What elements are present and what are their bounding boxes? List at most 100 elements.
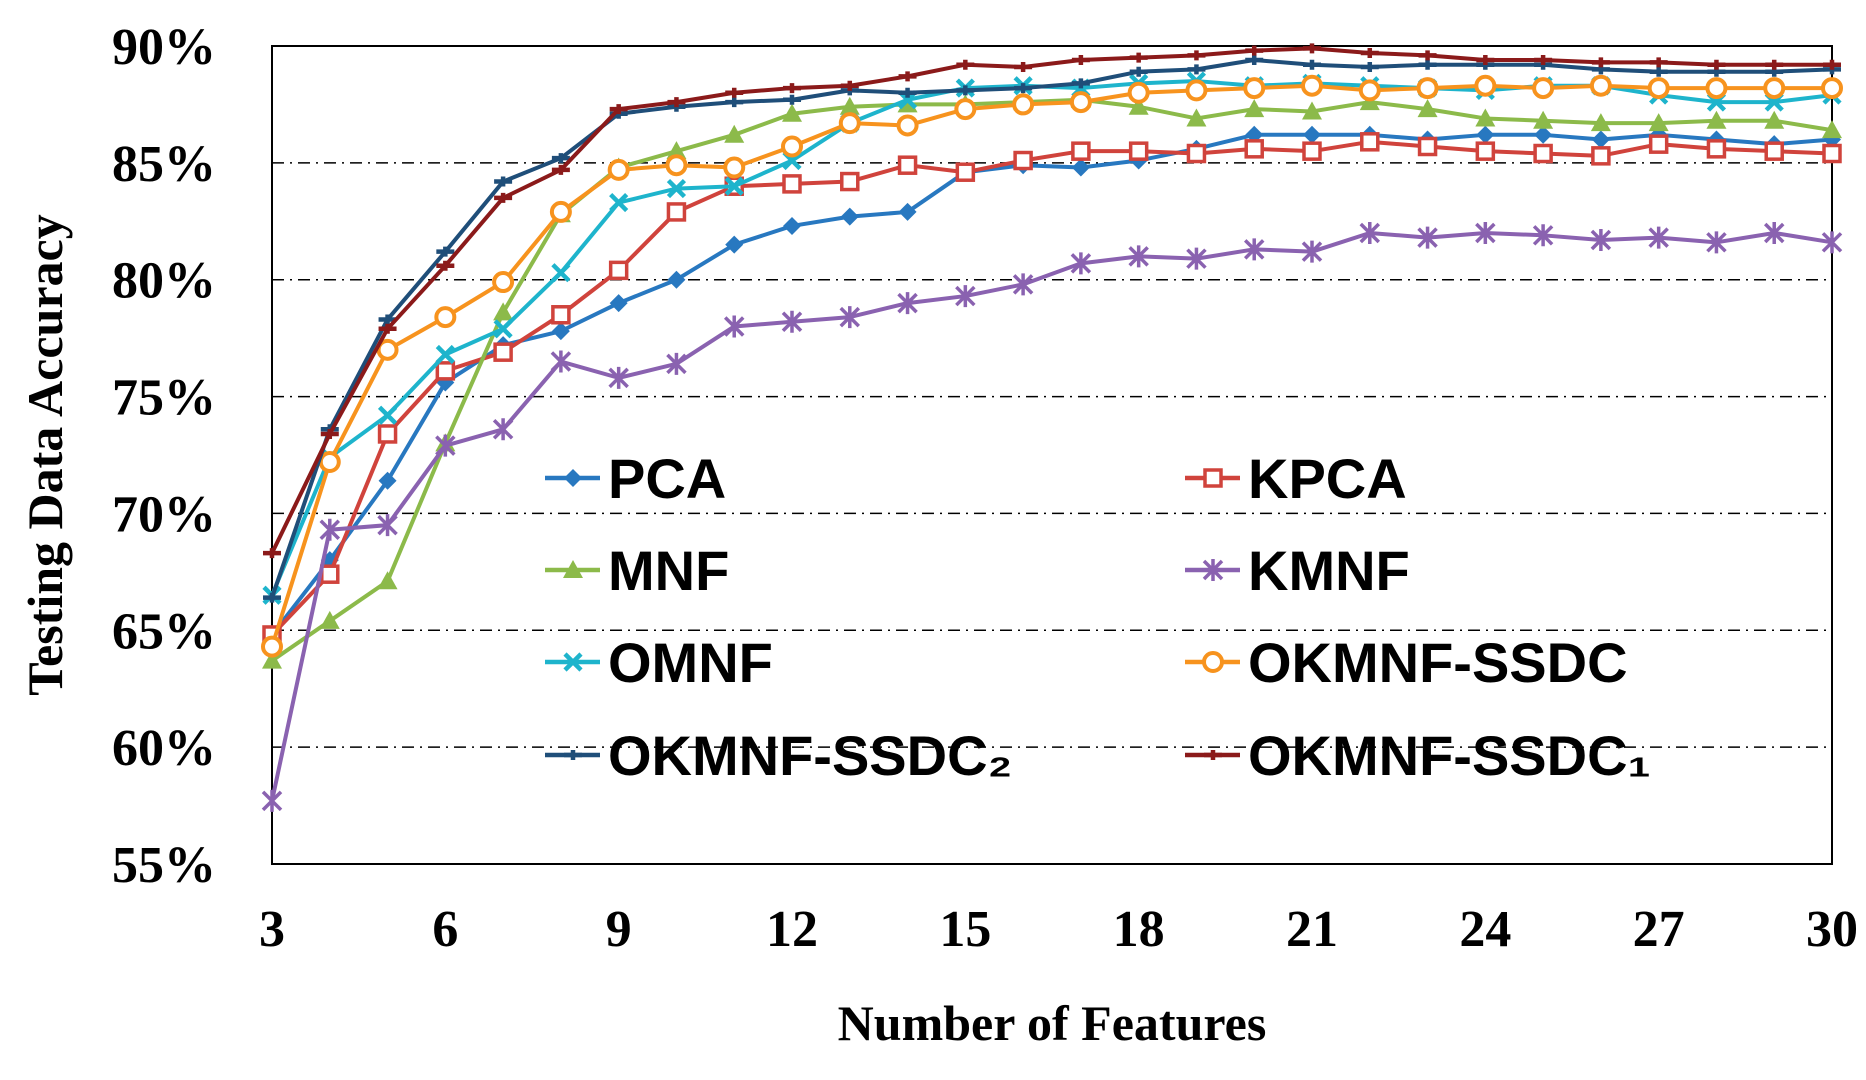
legend-swatch-marker <box>564 469 582 487</box>
legend-item: KPCA <box>1185 447 1407 510</box>
data-point <box>1071 78 1090 89</box>
data-point <box>1822 143 1842 164</box>
data-point <box>551 322 570 341</box>
data-point <box>1360 132 1380 152</box>
data-point <box>1128 245 1149 268</box>
data-point <box>1591 130 1610 149</box>
data-point <box>1071 158 1090 177</box>
x-tick-label: 21 <box>1286 901 1338 958</box>
data-point <box>1476 55 1495 66</box>
data-point <box>839 306 861 329</box>
legend-label: KMNF <box>1248 539 1410 602</box>
data-point <box>378 323 397 334</box>
data-point <box>551 305 571 325</box>
data-point <box>1303 43 1321 54</box>
data-point <box>783 83 801 94</box>
data-point <box>1418 59 1437 70</box>
data-point <box>1648 113 1669 132</box>
legend-item: KMNF <box>1185 539 1410 602</box>
data-point <box>783 216 801 235</box>
y-tick-label: 80% <box>112 253 216 310</box>
data-point <box>840 207 859 226</box>
data-point <box>263 548 281 559</box>
legend-item: OKMNF-SSDC <box>1185 631 1628 694</box>
data-point <box>898 71 917 82</box>
series-5 <box>261 74 1843 658</box>
y-axis-title: Testing Data Accuracy <box>17 214 73 695</box>
data-point <box>1417 226 1438 249</box>
data-point <box>724 176 744 196</box>
x-tick-label: 30 <box>1806 901 1858 958</box>
data-point <box>1128 141 1149 161</box>
data-point <box>1243 238 1265 261</box>
data-point <box>1475 221 1496 244</box>
legend-label: OKMNF-SSDC <box>1248 631 1628 694</box>
x-tick-label: 12 <box>766 901 818 958</box>
data-point <box>376 338 399 361</box>
legend-label: OKMNF-SSDC₂ <box>608 724 1012 787</box>
data-point <box>609 294 628 313</box>
x-tick-label: 9 <box>606 901 632 958</box>
data-point <box>377 514 398 537</box>
data-point <box>1706 110 1727 129</box>
legend-item: PCA <box>545 447 726 510</box>
series-line <box>270 97 1833 663</box>
data-point <box>551 153 570 164</box>
data-point <box>897 155 918 175</box>
series-1 <box>262 132 1842 645</box>
legend-label: KPCA <box>1248 447 1407 510</box>
data-point <box>1534 55 1553 66</box>
data-point <box>261 635 283 658</box>
data-point <box>261 789 283 812</box>
data-point <box>1012 93 1035 116</box>
data-point <box>667 270 686 289</box>
data-point <box>1647 77 1670 100</box>
data-point <box>1186 143 1207 164</box>
data-point <box>897 292 918 315</box>
y-tick-label: 70% <box>112 486 216 543</box>
data-point <box>667 97 686 108</box>
data-point <box>1185 79 1208 102</box>
data-point <box>1763 77 1786 100</box>
data-point <box>956 59 975 70</box>
legend-swatch-marker <box>1202 651 1224 673</box>
data-point <box>782 103 802 122</box>
data-point <box>896 114 919 137</box>
data-point <box>1706 139 1727 159</box>
x-axis-ticks: 3 6 9 12 15 18 21 24 27 30 <box>259 901 1858 958</box>
data-point <box>320 428 339 439</box>
series-3 <box>261 221 1843 812</box>
data-point <box>838 112 861 135</box>
data-point <box>665 154 688 177</box>
data-point <box>1475 108 1496 127</box>
data-point <box>725 97 744 108</box>
x-axis-title: Number of Features <box>838 995 1267 1051</box>
legend-swatch-marker <box>1202 559 1224 581</box>
data-point <box>492 418 514 441</box>
data-point <box>1014 62 1033 73</box>
legend-label: OKMNF-SSDC₁ <box>1248 724 1651 787</box>
data-point <box>1071 55 1090 66</box>
legend-item: OKMNF-SSDC₂ <box>545 724 1012 787</box>
data-point <box>1821 77 1843 100</box>
data-point <box>781 135 803 158</box>
y-tick-label: 85% <box>112 136 216 193</box>
data-point <box>550 350 572 373</box>
data-point <box>782 174 802 194</box>
data-point <box>1823 59 1841 70</box>
legend-swatch-marker <box>564 750 582 760</box>
data-point <box>1244 99 1265 118</box>
data-point <box>1245 55 1264 66</box>
data-point <box>1590 228 1612 251</box>
data-point <box>1822 120 1842 139</box>
data-point <box>378 471 397 490</box>
data-point <box>1187 64 1206 75</box>
data-point <box>666 141 687 160</box>
data-point <box>377 571 398 590</box>
data-point <box>551 263 571 283</box>
data-point <box>1764 141 1784 161</box>
data-point <box>549 200 572 223</box>
data-point <box>1244 139 1264 159</box>
data-point <box>1187 50 1206 61</box>
